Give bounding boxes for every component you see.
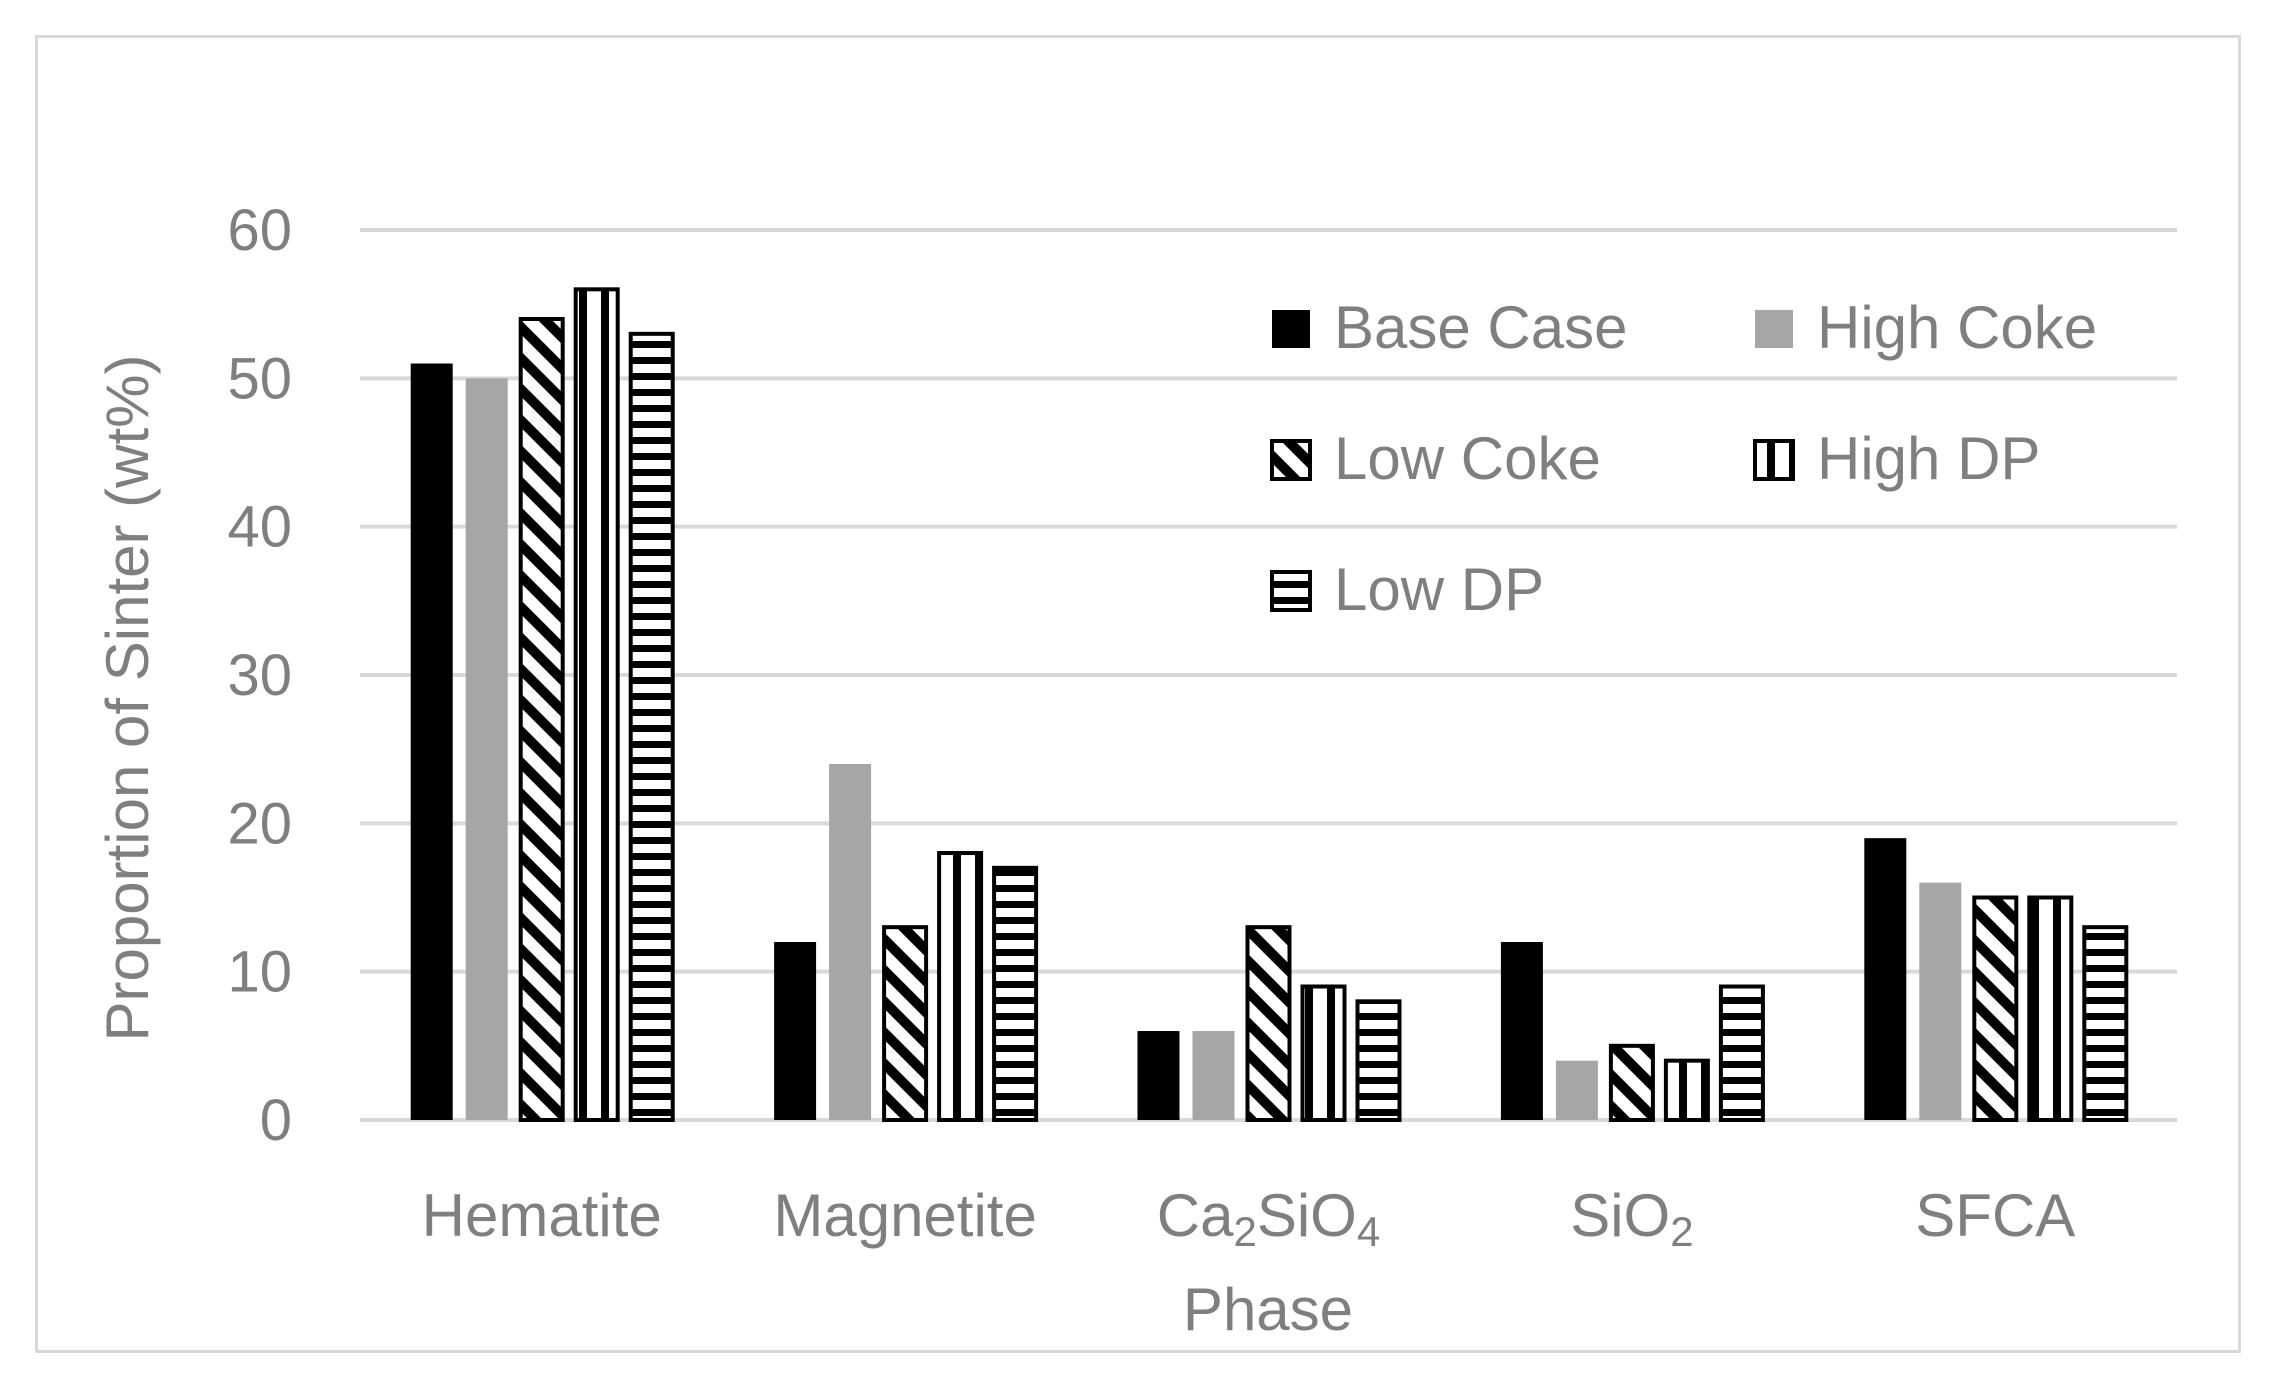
bar xyxy=(1718,984,1765,1122)
bar xyxy=(992,865,1039,1122)
bars xyxy=(410,287,2129,1123)
legend-swatch xyxy=(1270,570,1312,612)
y-tick-label: 30 xyxy=(227,643,292,708)
bar xyxy=(2082,925,2129,1123)
bar xyxy=(1300,984,1347,1122)
legend-swatch xyxy=(1753,439,1795,481)
bar xyxy=(1245,925,1292,1123)
bar xyxy=(2027,895,2074,1122)
y-tick-label: 60 xyxy=(227,198,292,263)
y-axis-ticks: 0 10 20 30 40 50 60 xyxy=(227,198,292,1153)
y-tick-label: 20 xyxy=(227,791,292,856)
bar xyxy=(1864,838,1907,1120)
bar xyxy=(1919,882,1962,1120)
bar xyxy=(1555,1060,1598,1120)
bar xyxy=(1663,1058,1710,1122)
chart-frame xyxy=(35,35,2241,1353)
bar xyxy=(1355,999,1402,1122)
bar xyxy=(1972,895,2019,1122)
x-category-label: Ca2SiO4 xyxy=(1157,1182,1380,1255)
bar xyxy=(410,363,453,1120)
bar xyxy=(465,378,508,1120)
x-category-label: SiO2 xyxy=(1570,1182,1693,1255)
legend-label: High DP xyxy=(1817,425,2040,492)
legend-swatch xyxy=(1272,310,1310,348)
y-tick-label: 40 xyxy=(227,495,292,560)
x-category-label: Hematite xyxy=(422,1182,662,1249)
bar xyxy=(774,942,817,1120)
bar xyxy=(829,764,872,1120)
legend-swatch xyxy=(1755,310,1793,348)
bar xyxy=(882,925,929,1123)
legend: Base Case High Coke Low Coke High DP Low DP xyxy=(1270,294,2097,623)
bar xyxy=(628,331,675,1123)
y-tick-label: 10 xyxy=(227,940,292,1005)
legend-swatch xyxy=(1270,439,1312,481)
y-tick-label: 50 xyxy=(227,346,292,411)
x-category-label: SFCA xyxy=(1915,1182,2075,1249)
bar xyxy=(1608,1043,1655,1123)
x-axis-categories: Hematite Magnetite Ca2SiO4 SiO2 SFCA xyxy=(422,1182,2076,1255)
bar xyxy=(518,317,565,1122)
legend-label: Base Case xyxy=(1334,294,1628,361)
legend-label: Low DP xyxy=(1334,556,1544,623)
x-axis-title: Phase xyxy=(1183,1276,1353,1343)
x-category-label: Magnetite xyxy=(773,1182,1037,1249)
bar xyxy=(937,851,984,1122)
legend-label: Low Coke xyxy=(1334,425,1601,492)
bar xyxy=(1192,1031,1235,1120)
bar xyxy=(1500,942,1543,1120)
y-axis-title: Proportion of Sinter (wt%) xyxy=(94,355,161,1042)
y-tick-label: 0 xyxy=(260,1088,292,1153)
bar xyxy=(1137,1031,1180,1120)
legend-label: High Coke xyxy=(1817,294,2097,361)
bar xyxy=(573,287,620,1123)
